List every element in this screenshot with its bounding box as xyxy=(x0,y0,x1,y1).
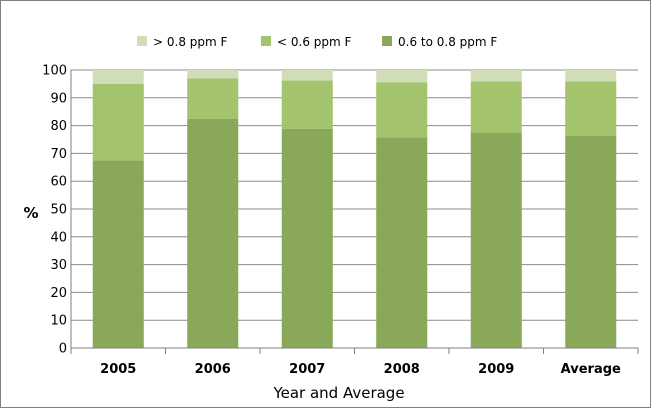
x-tick-label: 2007 xyxy=(289,362,325,377)
bar-segment xyxy=(565,81,617,136)
x-tick-label: Average xyxy=(561,362,621,377)
legend-swatch xyxy=(137,36,147,46)
legend-label: 0.6 to 0.8 ppm F xyxy=(398,35,497,49)
bar-segment xyxy=(281,128,333,348)
y-tick-label: 80 xyxy=(50,119,67,134)
bar-segment xyxy=(470,132,522,348)
y-tick-label: 10 xyxy=(50,314,67,329)
x-tick-label: 2006 xyxy=(195,362,231,377)
axes xyxy=(70,70,639,354)
y-tick-label: 90 xyxy=(50,91,67,106)
bar-segment xyxy=(281,70,333,81)
y-tick-label: 20 xyxy=(50,286,67,301)
bar-segment xyxy=(565,135,617,348)
x-category-labels: 2005 2006 2007 2008 2009 Average xyxy=(100,362,621,377)
legend-label: < 0.6 ppm F xyxy=(277,35,352,49)
bar-segment xyxy=(187,70,239,79)
legend: > 0.8 ppm F < 0.6 ppm F 0.6 to 0.8 ppm F xyxy=(137,35,497,49)
bar-segment xyxy=(92,160,144,348)
y-tick-label: 40 xyxy=(50,230,67,245)
bar-segment xyxy=(470,81,522,133)
y-tick-label: 100 xyxy=(42,64,67,79)
grid xyxy=(71,69,638,349)
bars xyxy=(92,70,617,349)
x-tick-label: 2009 xyxy=(478,362,514,377)
y-tick-label: 30 xyxy=(50,258,67,273)
y-tick-label: 70 xyxy=(50,147,67,162)
y-tick-labels: 0 10 20 30 40 50 60 70 80 90 100 xyxy=(42,64,67,357)
legend-swatch xyxy=(382,36,392,46)
legend-label: > 0.8 ppm F xyxy=(153,35,228,49)
bar-segment xyxy=(187,78,239,119)
bar-segment xyxy=(470,70,522,82)
bar-segment xyxy=(281,80,333,129)
y-tick-label: 0 xyxy=(59,342,67,357)
bar-segment xyxy=(376,70,428,83)
bar-segment xyxy=(376,137,428,348)
x-axis-label: Year and Average xyxy=(272,384,404,402)
y-tick-label: 50 xyxy=(50,203,67,218)
bar-segment xyxy=(376,82,428,138)
bar-segment xyxy=(92,83,144,161)
bar-segment xyxy=(92,70,144,84)
x-tick-label: 2005 xyxy=(100,362,136,377)
bar-segment xyxy=(187,118,239,349)
x-tick-label: 2008 xyxy=(384,362,420,377)
bar-segment xyxy=(565,70,617,82)
y-tick-label: 60 xyxy=(50,175,67,190)
legend-swatch xyxy=(261,36,271,46)
y-axis-label: % xyxy=(23,204,38,222)
